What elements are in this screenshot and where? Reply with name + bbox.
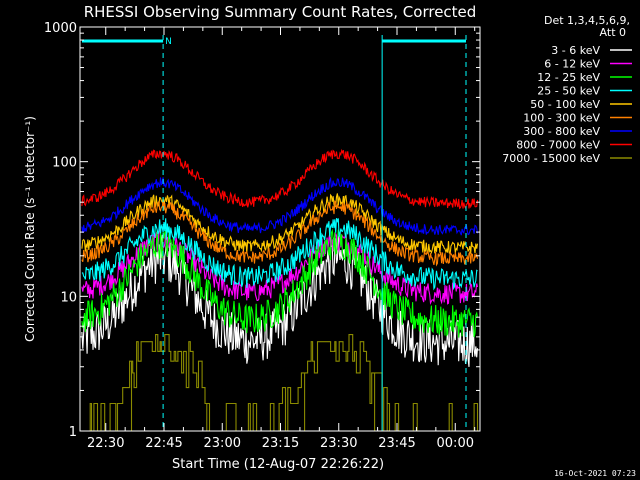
- x-tick-label: 23:15: [262, 436, 299, 451]
- series-line-3: [81, 218, 478, 291]
- data-layer: [81, 148, 480, 431]
- x-tick-label: 22:30: [87, 436, 124, 451]
- y-tick-label: 1000: [44, 21, 77, 36]
- legend-entry-label: 3 - 6 keV: [551, 44, 600, 57]
- x-axis-label: Start Time (12-Aug-07 22:26:22): [172, 457, 384, 472]
- legend-header-line: Att 0: [600, 26, 626, 39]
- x-tick-label: 23:00: [204, 436, 241, 451]
- legend-entry-label: 25 - 50 keV: [537, 85, 600, 98]
- legend-entry-label: 100 - 300 keV: [523, 112, 600, 125]
- y-tick-label: 1: [69, 425, 77, 440]
- legend-entry-label: 50 - 100 keV: [530, 98, 600, 111]
- series-line-5: [81, 200, 479, 267]
- axis-layer: 22:30 22:45 23:00 23:15 23:30 23:45 00:00 1 10 10…: [44, 21, 480, 451]
- x-tick-label: 00:00: [437, 436, 474, 451]
- legend-entry-label: 6 - 12 keV: [544, 58, 600, 71]
- night-marker-label: N: [165, 37, 172, 47]
- legend-entry-label: 300 - 800 keV: [523, 125, 600, 138]
- legend-entry-label: 12 - 25 keV: [537, 71, 600, 84]
- legend-entry-label: 800 - 7000 keV: [516, 139, 600, 152]
- legend-entry-label: 7000 - 15000 keV: [502, 152, 600, 165]
- series-line-2: [81, 228, 479, 338]
- x-tick-label: 23:30: [320, 436, 357, 451]
- series-line-0: [81, 234, 479, 367]
- y-tick-label: 100: [52, 156, 77, 171]
- generated-timestamp: 16-Oct-2021 07:23: [554, 469, 636, 478]
- series-line-4: [81, 193, 479, 255]
- y-axis-label: Corrected Count Rate (s⁻¹ detector⁻¹): [23, 116, 37, 342]
- plot-frame: [79, 26, 481, 432]
- night-marker-layer: N: [82, 35, 467, 431]
- y-tick-label: 10: [60, 290, 77, 305]
- legend-header-line: Det 1,3,4,5,6,9,: [544, 14, 630, 27]
- series-line-8: [81, 334, 480, 431]
- series-line-6: [81, 176, 479, 236]
- series-line-7: [81, 148, 479, 210]
- x-tick-label: 23:45: [378, 436, 415, 451]
- chart-title: RHESSI Observing Summary Count Rates, Co…: [84, 3, 477, 21]
- x-tick-label: 22:45: [145, 436, 182, 451]
